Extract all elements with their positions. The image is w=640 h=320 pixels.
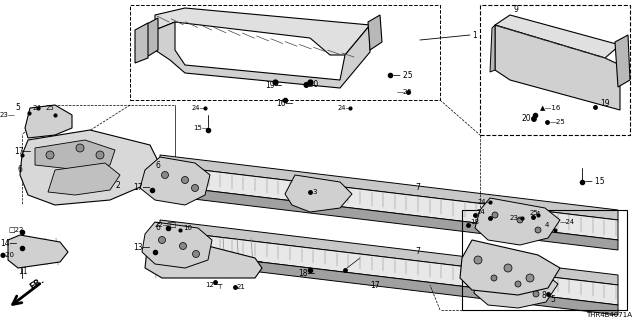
Circle shape [159, 236, 166, 244]
Text: 5: 5 [550, 295, 555, 305]
Polygon shape [155, 8, 370, 55]
Text: THR4B4071A: THR4B4071A [586, 312, 632, 318]
Text: 7: 7 [415, 183, 420, 193]
Text: —25: —25 [550, 119, 566, 125]
Circle shape [96, 151, 104, 159]
Circle shape [515, 281, 521, 287]
Polygon shape [368, 15, 382, 50]
Bar [480, 5, 630, 135]
Text: 17—: 17— [14, 148, 31, 156]
Text: 18—: 18— [298, 269, 315, 278]
Polygon shape [145, 18, 158, 58]
Text: 11: 11 [18, 268, 28, 276]
Circle shape [517, 217, 523, 223]
Polygon shape [35, 140, 115, 170]
Text: —25: —25 [397, 89, 413, 95]
Circle shape [161, 172, 168, 179]
Circle shape [526, 274, 534, 282]
Text: 8: 8 [542, 291, 547, 300]
Polygon shape [48, 163, 120, 195]
Text: ●20: ●20 [303, 81, 319, 90]
Polygon shape [8, 235, 68, 268]
Text: ▲—16: ▲—16 [540, 104, 561, 110]
Text: 17—: 17— [133, 183, 150, 193]
Circle shape [76, 144, 84, 152]
Text: 2: 2 [115, 180, 120, 189]
Text: ●20: ●20 [0, 252, 15, 258]
Text: FR.: FR. [28, 276, 46, 292]
Text: 24—: 24— [478, 199, 493, 205]
Text: 6: 6 [155, 223, 160, 233]
Text: 22—□: 22—□ [155, 221, 177, 227]
Text: — 25: — 25 [393, 70, 413, 79]
Polygon shape [25, 105, 72, 138]
Text: 24: 24 [477, 209, 486, 215]
Polygon shape [20, 130, 160, 205]
Text: 16—: 16— [276, 99, 293, 108]
Text: — 15: — 15 [585, 178, 605, 187]
Circle shape [535, 227, 541, 233]
Text: 23—: 23— [510, 215, 526, 221]
Bar [462, 210, 627, 310]
Text: 15—: 15— [193, 125, 209, 131]
Text: □22: □22 [8, 226, 24, 232]
Polygon shape [160, 165, 618, 240]
Text: 18: 18 [470, 219, 479, 225]
Polygon shape [160, 155, 618, 220]
Bar [130, 5, 440, 100]
Text: 6: 6 [155, 161, 160, 170]
Polygon shape [142, 222, 212, 268]
Circle shape [504, 264, 512, 272]
Text: 5: 5 [15, 103, 20, 113]
Text: 19—: 19— [265, 81, 282, 90]
Text: 12─┬: 12─┬ [205, 282, 222, 288]
Circle shape [533, 291, 539, 297]
Polygon shape [460, 240, 560, 295]
Polygon shape [160, 185, 618, 250]
Polygon shape [160, 220, 618, 285]
Text: 1: 1 [472, 30, 477, 39]
Circle shape [492, 212, 498, 218]
Polygon shape [145, 235, 262, 278]
Polygon shape [475, 198, 560, 245]
Text: 9: 9 [513, 5, 518, 14]
Text: 6: 6 [17, 165, 22, 174]
Circle shape [191, 185, 198, 191]
Circle shape [193, 251, 200, 258]
Text: 25: 25 [46, 105, 55, 111]
Text: 24—: 24— [192, 105, 207, 111]
Text: 14—: 14— [0, 238, 17, 247]
Text: —24: —24 [560, 219, 575, 225]
Text: 21: 21 [237, 284, 246, 290]
Polygon shape [615, 35, 630, 87]
Text: 23—: 23— [0, 112, 16, 118]
Circle shape [182, 177, 189, 183]
Text: 25: 25 [530, 210, 539, 216]
Polygon shape [495, 15, 620, 58]
Polygon shape [474, 262, 558, 308]
Polygon shape [135, 23, 148, 63]
Circle shape [474, 256, 482, 264]
Text: 3: 3 [312, 189, 317, 195]
Polygon shape [490, 25, 495, 72]
Circle shape [491, 275, 497, 281]
Circle shape [179, 243, 186, 250]
Text: 13—: 13— [133, 243, 150, 252]
Text: 24: 24 [33, 105, 42, 111]
Text: 20●: 20● [522, 114, 538, 123]
Polygon shape [155, 22, 370, 88]
Circle shape [46, 151, 54, 159]
Text: 4: 4 [536, 211, 540, 217]
Text: 7: 7 [415, 247, 420, 257]
Text: 24—: 24— [338, 105, 353, 111]
Polygon shape [160, 250, 618, 315]
Text: 17: 17 [370, 281, 380, 290]
Polygon shape [140, 157, 210, 205]
Text: 19: 19 [600, 99, 610, 108]
Polygon shape [495, 25, 620, 110]
Polygon shape [285, 175, 352, 212]
Polygon shape [160, 230, 618, 305]
Text: 10: 10 [183, 225, 192, 231]
Text: 4: 4 [545, 222, 549, 228]
